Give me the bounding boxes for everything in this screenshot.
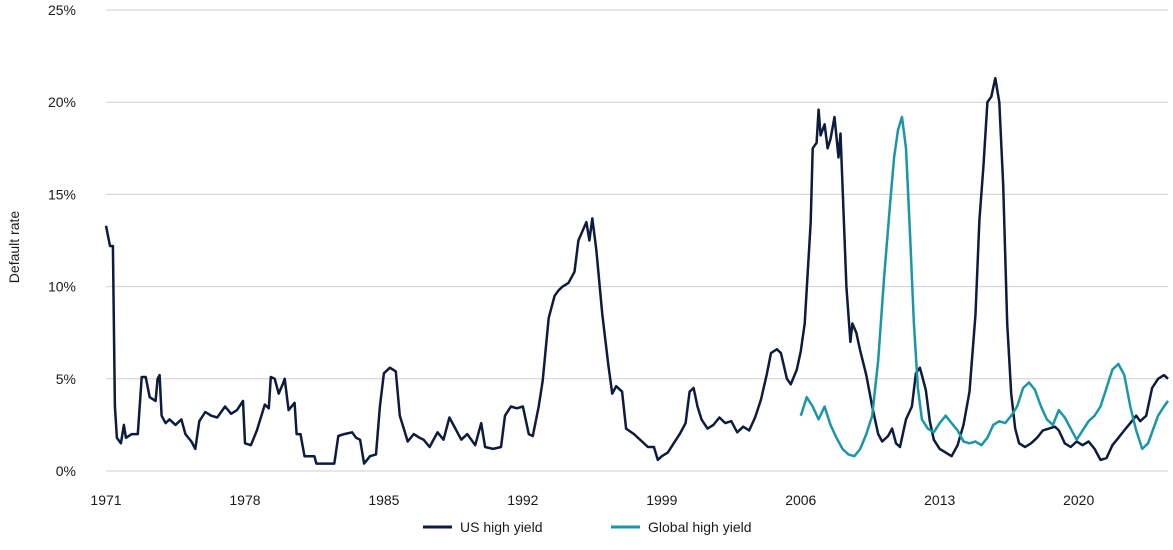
legend-label-global-high-yield: Global high yield <box>648 519 752 535</box>
x-axis-ticks: 1971 1978 1985 1992 1999 2006 2013 2020 <box>90 492 1094 508</box>
y-axis-ticks: 0% 5% 10% 15% 20% 25% <box>48 2 76 479</box>
legend: US high yield Global high yield <box>423 519 752 535</box>
y-tick-label: 25% <box>48 2 76 18</box>
gridlines <box>106 9 1168 472</box>
series-line-global-high-yield <box>799 115 1170 458</box>
x-tick-label: 1985 <box>368 492 399 508</box>
x-tick-label: 2013 <box>924 492 955 508</box>
x-tick-label: 1978 <box>229 492 260 508</box>
y-tick-label: 20% <box>48 94 76 110</box>
series-lines <box>104 76 1170 465</box>
series-line-us-high-yield <box>104 76 1169 465</box>
legend-label-us-high-yield: US high yield <box>460 519 543 535</box>
y-tick-label: 15% <box>48 186 76 202</box>
x-tick-label: 2020 <box>1063 492 1094 508</box>
x-tick-label: 1999 <box>646 492 677 508</box>
x-tick-label: 2006 <box>785 492 816 508</box>
y-tick-label: 5% <box>56 371 76 387</box>
y-tick-label: 0% <box>56 463 76 479</box>
y-axis-label: Default rate <box>6 211 22 284</box>
x-tick-label: 1971 <box>90 492 121 508</box>
y-tick-label: 10% <box>48 279 76 295</box>
x-tick-label: 1992 <box>507 492 538 508</box>
